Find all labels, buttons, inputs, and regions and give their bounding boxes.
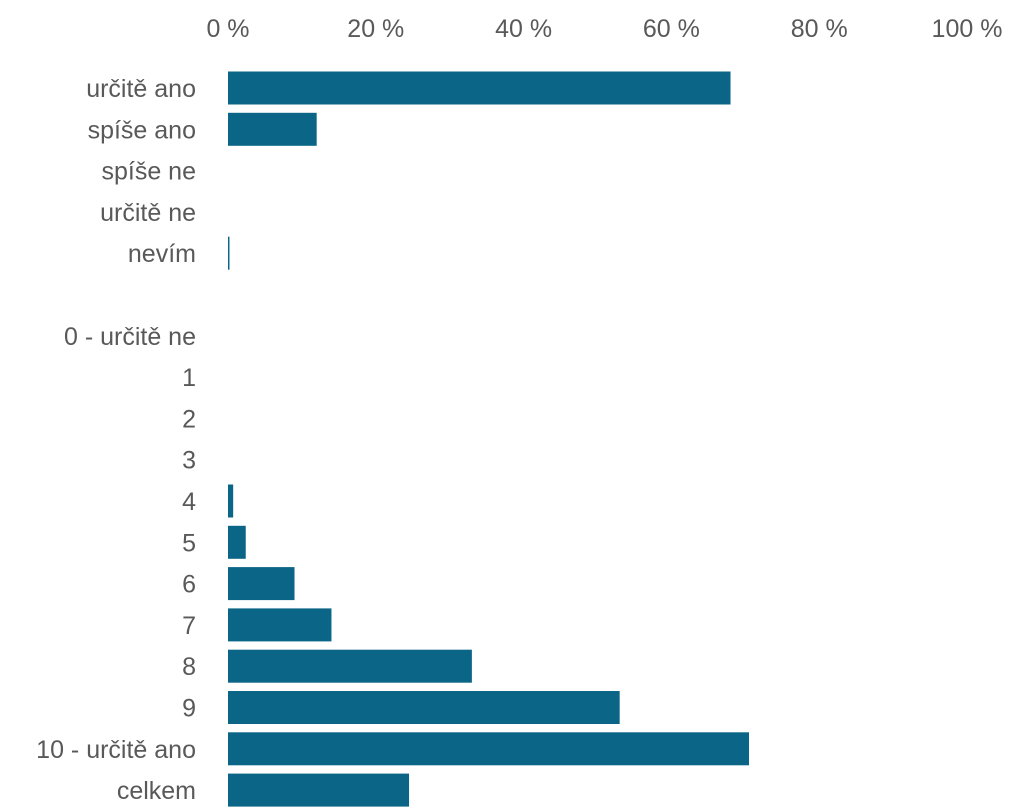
bar [228, 236, 230, 270]
x-tick-label: 60 % [643, 15, 700, 43]
category-label: 6 [182, 571, 196, 599]
category-label: spíše ano [88, 116, 196, 144]
bar [228, 484, 234, 518]
category-label: 4 [182, 488, 196, 516]
bars [228, 71, 749, 807]
bar [228, 649, 472, 683]
category-label: 10 - určitě ano [36, 736, 196, 764]
category-label: spíše ne [101, 158, 196, 186]
category-label: určitě ano [86, 75, 196, 103]
category-label: určitě ne [100, 199, 196, 227]
bar [228, 691, 620, 724]
category-label: 7 [182, 612, 196, 640]
category-label: 1 [182, 364, 196, 392]
x-tick-label: 100 % [932, 15, 1003, 43]
x-tick-label: 0 % [206, 15, 249, 43]
x-tick-label: 40 % [495, 15, 552, 43]
category-label: 0 - určitě ne [64, 323, 196, 351]
category-label: 2 [182, 405, 196, 433]
bar [228, 567, 295, 601]
bar [228, 608, 332, 642]
x-axis-ticks: 0 % 20 % 40 % 60 % 80 % 100 % [206, 15, 1002, 43]
bar [228, 732, 749, 766]
category-label: nevím [128, 240, 196, 268]
category-label: 5 [182, 529, 196, 557]
x-tick-label: 20 % [347, 15, 404, 43]
bar [228, 112, 317, 146]
x-tick-label: 80 % [791, 15, 848, 43]
category-label: 9 [182, 695, 196, 723]
bar [228, 71, 731, 105]
category-labels: určitě ano spíše ano spíše ne určitě ne neví… [36, 75, 196, 805]
category-label: celkem [117, 777, 196, 805]
category-label: 3 [182, 447, 196, 475]
category-label: 8 [182, 653, 196, 681]
bar [228, 525, 246, 559]
bar [228, 773, 410, 807]
